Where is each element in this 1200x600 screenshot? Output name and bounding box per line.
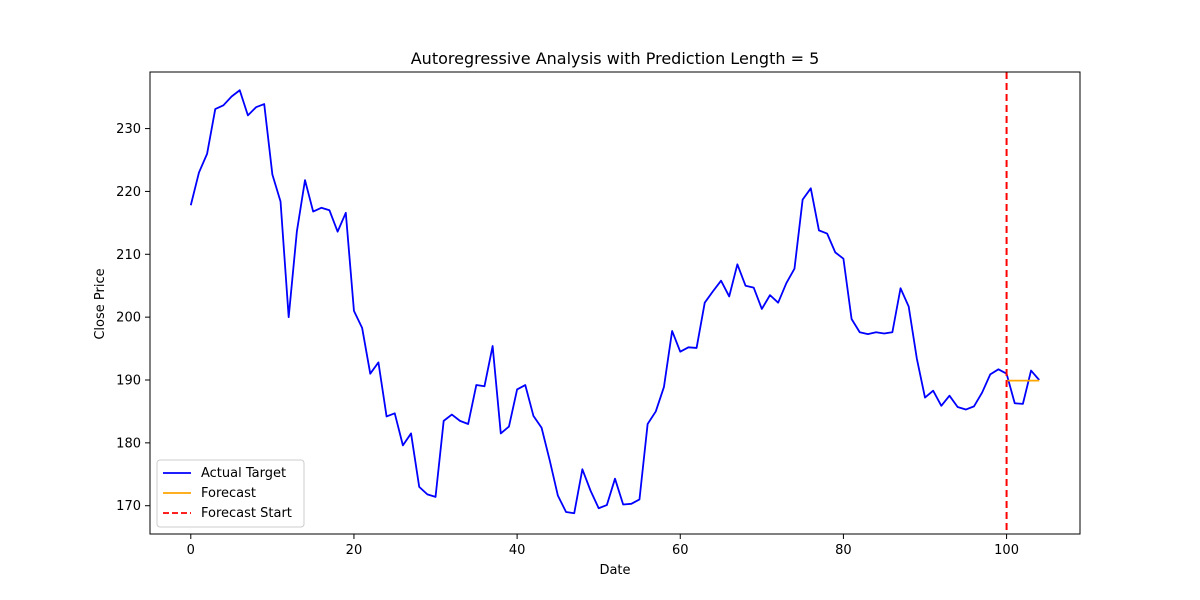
chart-title: Autoregressive Analysis with Prediction …: [411, 49, 820, 68]
legend: Actual Target Forecast Forecast Start: [156, 459, 305, 528]
y-tick-label: 220: [116, 185, 141, 200]
y-tick-label: 190: [116, 374, 141, 389]
plot-area: [189, 72, 1040, 534]
series-line-actual-target: [189, 89, 1040, 515]
y-tick-label: 180: [116, 436, 141, 451]
y-tick-label: 230: [116, 122, 141, 137]
x-tick-label: 100: [994, 543, 1019, 558]
x-tick-label: 20: [346, 543, 363, 558]
legend-box: [156, 459, 305, 528]
legend-label-forecast-start: Forecast Start: [201, 506, 292, 521]
y-axis-label: Close Price: [93, 268, 108, 339]
plot-frame: [149, 71, 1081, 535]
x-tick-label: 40: [509, 543, 526, 558]
x-axis-ticks: 0 20 40 60 80 100: [187, 534, 1019, 558]
y-tick-label: 200: [116, 311, 141, 326]
y-tick-label: 210: [116, 248, 141, 263]
x-tick-label: 80: [835, 543, 852, 558]
y-axis-ticks: 170 180 190 200 210 220 230: [116, 122, 150, 514]
legend-label-actual: Actual Target: [201, 466, 286, 481]
y-tick-label: 170: [116, 499, 141, 514]
x-axis-label: Date: [599, 563, 630, 578]
x-tick-label: 60: [672, 543, 689, 558]
x-tick-label: 0: [187, 543, 195, 558]
legend-label-forecast: Forecast: [201, 486, 256, 501]
